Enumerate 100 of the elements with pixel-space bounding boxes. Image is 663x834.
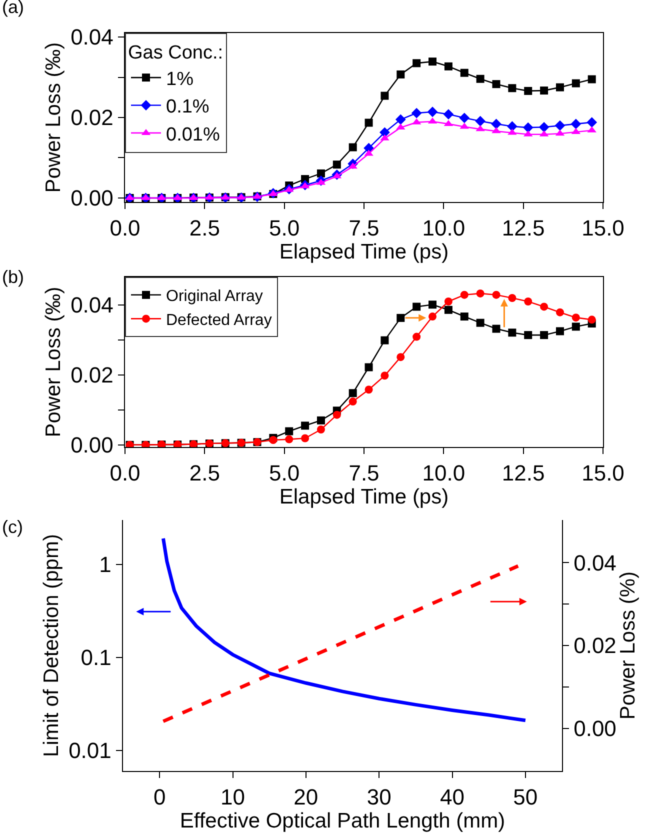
x-tick-label: 40 — [440, 784, 464, 810]
x-tick-label: 7.5 — [348, 216, 380, 241]
point — [572, 322, 580, 331]
x-tick-label: 10.0 — [422, 460, 466, 486]
legend-label: 0.1% — [166, 96, 210, 118]
x-tick-label: 12.5 — [502, 216, 545, 241]
point — [316, 169, 325, 178]
point — [348, 398, 357, 406]
point — [524, 297, 532, 306]
y-tick-label: 0.02 — [70, 362, 114, 388]
x-tick-label: 5.0 — [269, 460, 300, 486]
chart-title: (a) — [2, 0, 24, 18]
point — [332, 410, 341, 419]
y-tick-label: 0.04 — [70, 292, 114, 318]
point — [460, 312, 468, 321]
y-tick-label: 0.00 — [70, 186, 114, 211]
point — [428, 300, 437, 309]
point — [428, 312, 437, 321]
x-tick-label: 2.5 — [189, 216, 220, 241]
point — [316, 426, 325, 434]
x-axis-title: Elapsed Time (ps) — [279, 486, 449, 509]
x-tick-label: 5.0 — [269, 216, 300, 241]
chart-title: (c) — [2, 517, 23, 538]
y2-tick-label: 0.00 — [574, 716, 616, 742]
point — [570, 118, 582, 130]
y-axis-title: Limit of Detection (ppm) — [40, 534, 63, 757]
point — [380, 92, 389, 100]
y2-tick-label: 0.02 — [574, 633, 616, 658]
legend-label: 1% — [166, 68, 194, 90]
point — [524, 331, 532, 340]
point — [492, 290, 500, 299]
point — [412, 302, 421, 311]
point — [411, 108, 422, 118]
x-tick-label: 7.5 — [348, 460, 380, 486]
x-tick-label: 0 — [153, 784, 166, 810]
point — [364, 118, 373, 127]
point — [444, 297, 452, 306]
point — [508, 294, 516, 302]
x-tick-label: 0.0 — [110, 460, 140, 486]
point — [348, 143, 357, 152]
point — [396, 70, 405, 78]
y-tick-label: 0.02 — [70, 105, 114, 130]
point — [285, 435, 294, 444]
x-tick-label: 10 — [220, 784, 245, 810]
x-tick-label: 15.0 — [582, 460, 624, 486]
point — [540, 302, 548, 311]
point — [444, 62, 452, 70]
point — [412, 59, 421, 68]
y-tick-label: 0.01 — [68, 738, 112, 764]
x-tick-label: 20 — [294, 784, 318, 810]
point — [428, 58, 437, 66]
point — [427, 106, 438, 118]
point — [412, 332, 421, 341]
point — [556, 83, 564, 92]
point — [492, 80, 500, 88]
point — [269, 436, 278, 444]
point — [332, 160, 341, 169]
point — [396, 314, 405, 322]
point — [285, 427, 294, 436]
point — [554, 120, 566, 131]
point — [524, 86, 532, 95]
point — [316, 416, 325, 424]
point — [395, 114, 406, 125]
y-tick-label: 1 — [99, 552, 112, 578]
x-tick-label: 2.5 — [189, 460, 220, 486]
point — [444, 306, 452, 314]
point — [572, 79, 580, 88]
point — [538, 122, 550, 132]
point — [380, 336, 389, 344]
point — [540, 331, 548, 340]
point — [396, 353, 405, 362]
legend-label: Defected Array — [166, 312, 272, 329]
point — [380, 127, 390, 138]
point — [540, 86, 548, 95]
y-tick-label: 0.04 — [70, 24, 114, 50]
point — [588, 75, 596, 84]
point — [556, 308, 564, 316]
y2-tick-label: 0.04 — [574, 550, 616, 576]
point — [491, 118, 502, 130]
point — [459, 112, 470, 124]
x-tick-label: 0.0 — [110, 216, 140, 241]
y2-axis-title: Power Loss (%) — [616, 571, 640, 720]
x-tick-label: 15.0 — [582, 216, 624, 241]
point — [443, 109, 454, 120]
point — [460, 68, 468, 77]
chart-title: (b) — [2, 267, 24, 288]
point — [492, 324, 500, 333]
line-series — [161, 536, 528, 722]
x-axis-title: Effective Optical Path Length (mm) — [180, 810, 506, 833]
point — [586, 117, 598, 128]
point — [301, 422, 310, 430]
x-tick-label: 50 — [513, 784, 538, 810]
point — [348, 389, 357, 398]
point — [572, 314, 580, 322]
legend-title: Gas Conc.: — [128, 42, 224, 64]
point — [556, 327, 564, 336]
x-tick-label: 10.0 — [422, 216, 466, 241]
y-tick-label: 0.1 — [80, 645, 112, 670]
point — [508, 84, 516, 92]
point — [522, 122, 534, 133]
